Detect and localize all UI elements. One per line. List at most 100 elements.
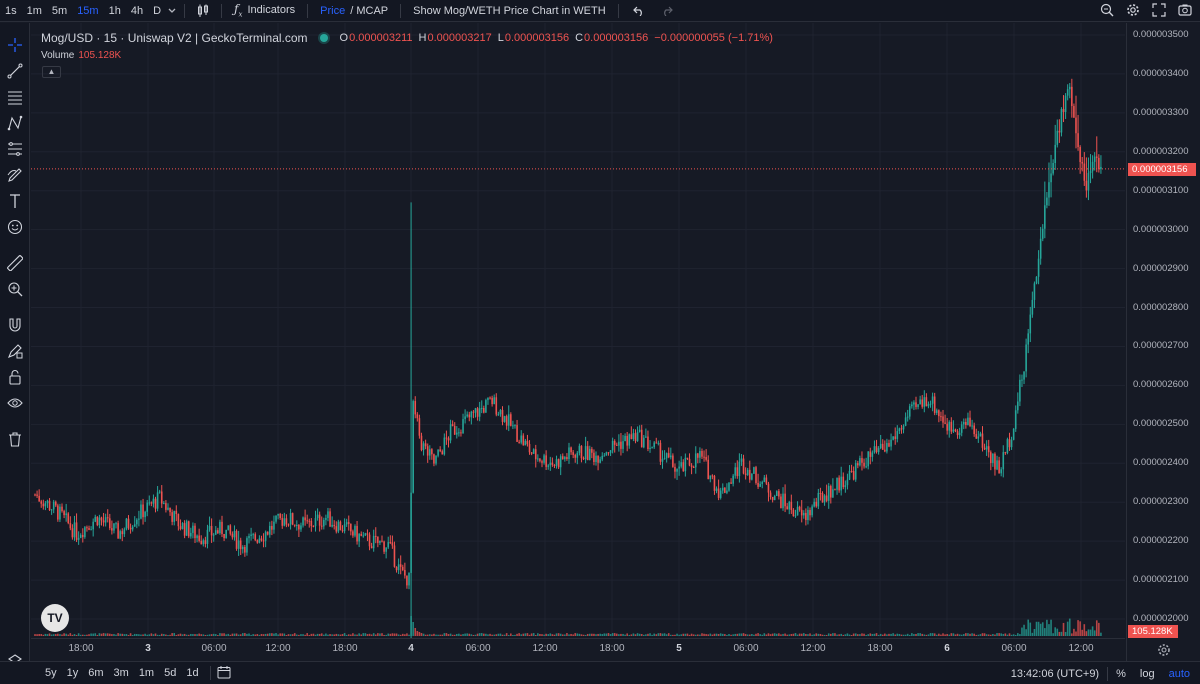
volume-bar (225, 634, 227, 636)
search-zoom-icon[interactable] (1100, 3, 1114, 20)
candle-body (1050, 173, 1052, 183)
snapshot-icon[interactable] (1178, 3, 1192, 20)
volume-bar (123, 634, 126, 636)
volume-bar (559, 633, 562, 636)
range-1y[interactable]: 1y (66, 667, 79, 679)
timeframe-4h[interactable]: 4h (130, 4, 144, 17)
candle-body (904, 417, 907, 426)
zoom-in-icon[interactable] (5, 279, 25, 299)
volume-bar (807, 634, 809, 636)
horizontal-lines-icon[interactable] (5, 87, 25, 107)
undo-icon[interactable] (625, 6, 653, 16)
range-3m[interactable]: 3m (113, 667, 129, 679)
scale-settings-gear-icon[interactable] (1157, 643, 1171, 657)
trend-line-icon[interactable] (5, 61, 25, 81)
trash-icon[interactable] (5, 429, 25, 449)
volume-bar (1093, 630, 1096, 636)
candle-body (740, 458, 743, 462)
volume-bar (732, 634, 734, 636)
candle-body (674, 466, 676, 472)
go-to-date-calendar-icon[interactable] (217, 665, 231, 682)
gear-icon[interactable] (1126, 3, 1140, 20)
volume-bar (81, 634, 84, 636)
fullscreen-icon[interactable] (1152, 2, 1166, 20)
candle-body (69, 523, 72, 529)
stay-in-drawing-mode-icon[interactable] (5, 341, 25, 361)
redo-icon[interactable] (653, 6, 681, 16)
candle-body (869, 451, 872, 457)
timeframe-dropdown-icon[interactable] (166, 8, 178, 14)
volume-bar (1087, 629, 1090, 636)
timeframe-1m[interactable]: 1m (26, 4, 42, 17)
candle-body (468, 414, 471, 418)
volume-bar (624, 634, 626, 636)
candle-body (480, 407, 483, 409)
magnet-icon[interactable] (5, 315, 25, 335)
range-1m[interactable]: 1m (138, 667, 155, 679)
volume-bar (169, 634, 171, 636)
price-scale[interactable]: 0.000003156 105.128K 0.000003500 0.000003… (1126, 23, 1200, 661)
log-scale-toggle[interactable]: log (1139, 667, 1155, 680)
indicators-button[interactable]: ƒx Indicators (228, 2, 301, 18)
candle-body (790, 501, 793, 510)
emoji-icon[interactable] (5, 217, 25, 237)
candle-body (782, 493, 784, 509)
range-1d[interactable]: 1d (186, 667, 199, 679)
time-axis[interactable]: 18:00 3 06:00 12:00 18:00 4 06:00 12:00 18:00 5 06… (31, 638, 1125, 660)
volume-bar (580, 634, 583, 636)
symbol-title[interactable]: Mog/USD · 15 · Uniswap V2 | GeckoTermina… (41, 31, 308, 45)
mcap-toggle-label[interactable]: / MCAP (350, 4, 389, 17)
volume-bar (861, 633, 863, 636)
candle-body (699, 450, 701, 458)
time-axis-label: 18:00 (599, 643, 625, 654)
crosshair-icon[interactable] (5, 35, 25, 55)
show-weth-chart-button[interactable]: Show Mog/WETH Price Chart in WETH (413, 4, 606, 17)
candle-body (944, 422, 946, 424)
clock-timezone[interactable]: 13:42:06 (UTC+9) (1010, 667, 1100, 680)
volume-bar (308, 634, 311, 636)
timeframe-5m[interactable]: 5m (51, 4, 68, 17)
timeframe-d[interactable]: D (153, 4, 162, 17)
fib-levels-icon[interactable] (5, 139, 25, 159)
volume-bar (998, 633, 1000, 636)
volume-bar (339, 634, 342, 636)
percent-scale-toggle[interactable]: % (1116, 667, 1126, 680)
volume-bar (927, 634, 930, 636)
candle-body (607, 452, 610, 454)
collapse-legend-button[interactable]: ▲ (42, 66, 61, 78)
volume-bar (200, 634, 203, 636)
lock-icon[interactable] (5, 367, 25, 387)
range-6m[interactable]: 6m (88, 667, 104, 679)
volume-bar (1044, 628, 1046, 636)
range-5d[interactable]: 5d (164, 667, 177, 679)
candles-type-button[interactable] (191, 4, 215, 18)
chart-pane[interactable]: Mog/USD · 15 · Uniswap V2 | GeckoTermina… (31, 23, 1125, 661)
volume-bar (306, 633, 308, 636)
eye-icon[interactable] (5, 393, 25, 413)
price-mcap-toggle[interactable]: Price / MCAP (314, 5, 394, 17)
candle-body (819, 492, 822, 494)
candle-body (881, 443, 884, 450)
price-toggle-label[interactable]: Price (320, 4, 346, 17)
volume-bar (61, 634, 63, 636)
auto-scale-toggle[interactable]: auto (1168, 667, 1190, 680)
timeframe-15m[interactable]: 15m (77, 4, 99, 17)
volume-bar (374, 634, 377, 636)
candle-body (489, 397, 491, 399)
candle-body (609, 450, 612, 453)
text-tool-icon[interactable] (5, 191, 25, 211)
pitchfork-icon[interactable] (5, 113, 25, 133)
tradingview-logo[interactable]: TV (41, 604, 69, 632)
volume-bar (214, 634, 217, 636)
volume-bar (333, 634, 336, 636)
timeframe-1s[interactable]: 1s (5, 4, 17, 17)
timeframe-1h[interactable]: 1h (108, 4, 121, 17)
volume-bar (1025, 629, 1027, 636)
volume-bar (208, 634, 211, 636)
brush-icon[interactable] (5, 165, 25, 185)
volume-bar (724, 634, 726, 636)
candlestick-chart[interactable] (31, 23, 1125, 638)
ruler-icon[interactable] (5, 253, 25, 273)
range-5y[interactable]: 5y (45, 667, 57, 679)
candle-body (1017, 401, 1019, 411)
